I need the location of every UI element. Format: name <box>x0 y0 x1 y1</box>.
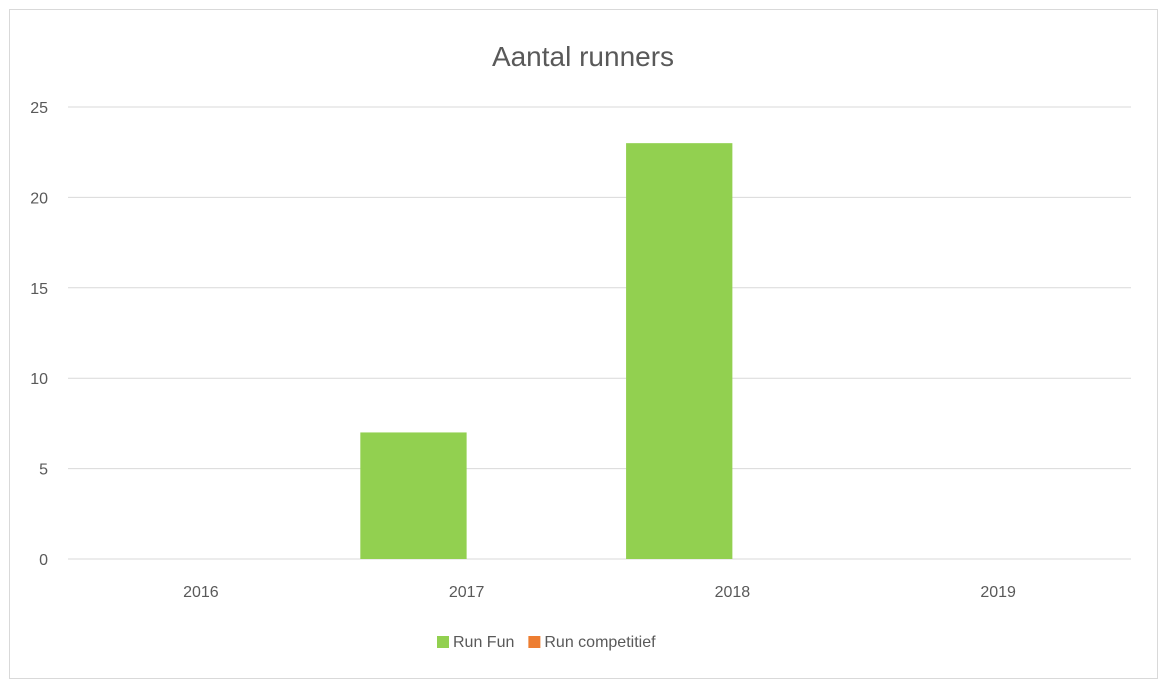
legend-label-run-competitief: Run competitief <box>544 634 656 651</box>
legend: Run Fun Run competitief <box>437 634 656 651</box>
legend-swatch-run-fun <box>437 636 449 648</box>
y-tick-label-10: 10 <box>30 371 48 388</box>
y-axis-ticks: 0 5 10 15 20 25 <box>30 100 48 569</box>
x-tick-label-2019: 2019 <box>980 584 1016 601</box>
bar-2017-run-fun <box>360 432 467 559</box>
y-tick-label-5: 5 <box>39 462 48 479</box>
bar-2018-run-fun <box>626 143 733 559</box>
x-tick-label-2018: 2018 <box>715 584 751 601</box>
bars <box>360 143 733 559</box>
x-tick-label-2017: 2017 <box>449 584 485 601</box>
legend-label-run-fun: Run Fun <box>453 634 514 651</box>
y-tick-label-0: 0 <box>39 552 48 569</box>
y-tick-label-25: 25 <box>30 100 48 117</box>
legend-swatch-run-competitief <box>528 636 541 648</box>
chart-title: Aantal runners <box>492 41 674 72</box>
y-tick-label-15: 15 <box>30 281 48 298</box>
x-tick-label-2016: 2016 <box>183 584 219 601</box>
y-tick-label-20: 20 <box>30 190 48 207</box>
gridlines <box>68 106 1131 560</box>
chart-frame <box>9 9 1158 679</box>
x-axis-ticks: 2016 2017 2018 2019 <box>183 584 1016 601</box>
